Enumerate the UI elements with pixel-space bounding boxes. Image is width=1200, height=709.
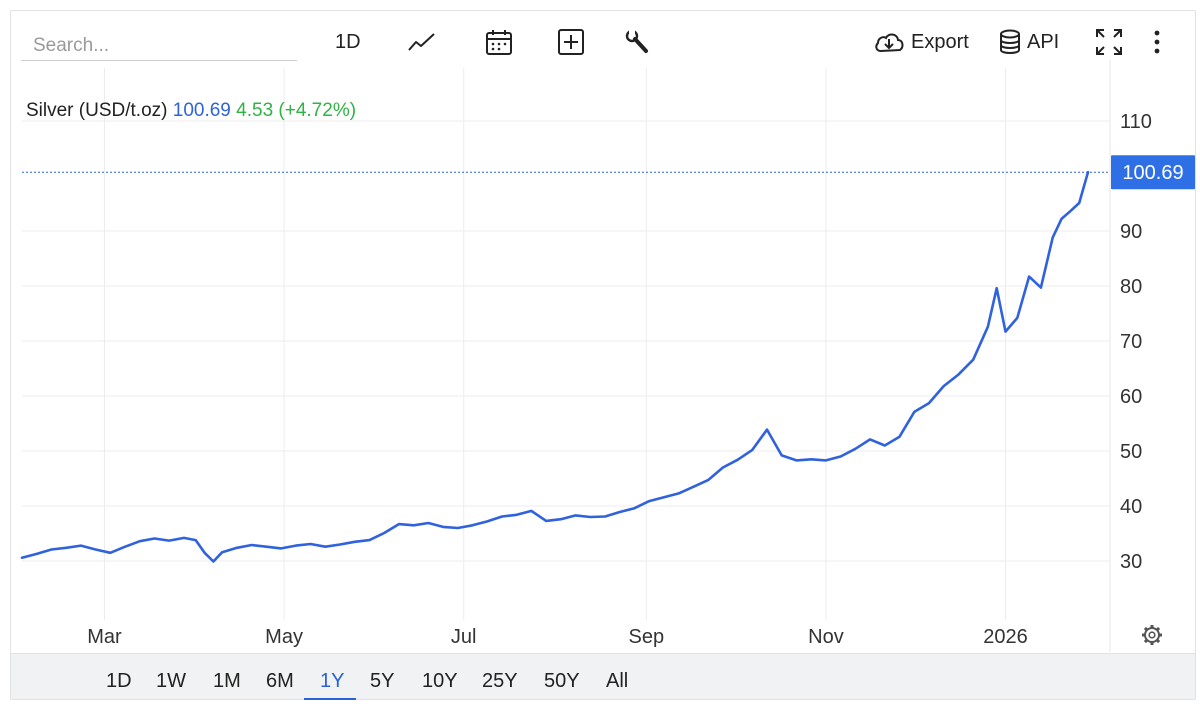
range-button-all[interactable]: All bbox=[606, 670, 629, 692]
range-button-1w[interactable]: 1W bbox=[156, 670, 186, 692]
api-label: API bbox=[1027, 30, 1060, 53]
calendar-icon bbox=[486, 30, 512, 55]
database-icon bbox=[1000, 29, 1020, 54]
more-button[interactable] bbox=[1151, 25, 1163, 59]
y-tick-label: 80 bbox=[1120, 276, 1142, 298]
compare-button[interactable] bbox=[557, 25, 585, 59]
gear-hub bbox=[1148, 631, 1156, 639]
chart-widget: 1D bbox=[10, 10, 1196, 700]
legend-name: Silver (USD/t.oz) bbox=[26, 100, 173, 121]
y-tick-label: 40 bbox=[1120, 496, 1142, 518]
interval-button[interactable]: 1D bbox=[335, 25, 361, 59]
cloud-download-icon bbox=[875, 33, 904, 53]
gear-ring bbox=[1144, 627, 1160, 643]
line-chart-icon bbox=[408, 33, 435, 51]
y-tick-label: 30 bbox=[1120, 551, 1142, 573]
y-tick-label: 50 bbox=[1120, 441, 1142, 463]
x-tick-label: 2026 bbox=[983, 626, 1028, 648]
legend-change: 4.53 (+4.72%) bbox=[236, 100, 356, 121]
plus-box-icon bbox=[558, 29, 584, 55]
range-selector bbox=[11, 653, 1195, 699]
gear-icon[interactable] bbox=[1142, 625, 1162, 645]
y-tick-label: 70 bbox=[1120, 331, 1142, 353]
range-button-6m[interactable]: 6M bbox=[266, 670, 294, 692]
range-button-5y[interactable]: 5Y bbox=[370, 670, 395, 692]
fullscreen-button[interactable] bbox=[1095, 25, 1123, 59]
api-button[interactable]: API bbox=[999, 25, 1059, 59]
price-series-line bbox=[20, 170, 1090, 563]
range-button-1y[interactable]: 1Y bbox=[320, 670, 345, 692]
range-button-10y[interactable]: 10Y bbox=[422, 670, 458, 692]
range-button-1d[interactable]: 1D bbox=[106, 670, 132, 692]
y-tick-label: 60 bbox=[1120, 386, 1142, 408]
chart-toolbar: 1D bbox=[11, 11, 1195, 71]
x-tick-label: Nov bbox=[808, 626, 844, 648]
chart-type-button[interactable] bbox=[407, 25, 437, 59]
legend-price: 100.69 bbox=[173, 100, 236, 121]
settings-tools-button[interactable] bbox=[623, 25, 651, 59]
x-tick-label: May bbox=[265, 626, 303, 648]
range-button-1m[interactable]: 1M bbox=[213, 670, 241, 692]
x-tick-label: Sep bbox=[628, 626, 664, 648]
x-tick-label: Mar bbox=[87, 626, 122, 648]
interval-label: 1D bbox=[335, 30, 361, 53]
export-label: Export bbox=[911, 30, 969, 53]
search-input[interactable] bbox=[21, 31, 297, 61]
last-price-tag bbox=[1111, 155, 1195, 190]
fullscreen-icon bbox=[1096, 29, 1122, 55]
y-tick-label: 110 bbox=[1120, 111, 1152, 133]
date-range-button[interactable] bbox=[485, 25, 513, 59]
x-tick-label: Jul bbox=[451, 626, 477, 648]
range-button-50y[interactable]: 50Y bbox=[544, 670, 580, 692]
wrench-icon bbox=[625, 29, 648, 53]
chart-legend: Silver (USD/t.oz) 100.69 4.53 (+4.72%) bbox=[26, 100, 356, 121]
last-price-tag-label: 100.69 bbox=[1122, 162, 1183, 184]
y-tick-label: 90 bbox=[1120, 221, 1142, 243]
active-range-indicator bbox=[304, 698, 356, 700]
range-button-25y[interactable]: 25Y bbox=[482, 670, 518, 692]
more-vertical-icon bbox=[1154, 30, 1160, 54]
export-button[interactable]: Export bbox=[873, 25, 969, 59]
